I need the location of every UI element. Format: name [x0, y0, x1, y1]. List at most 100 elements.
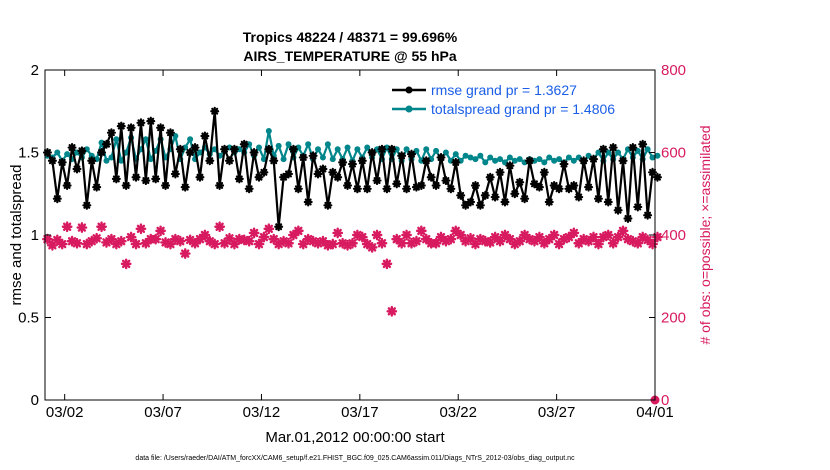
- rmse-point: [62, 181, 72, 190]
- rmse-point: [234, 174, 244, 184]
- rmse-point: [347, 159, 357, 169]
- rmse-point: [136, 118, 146, 128]
- totalspread-point: [280, 156, 287, 163]
- totalspread-point: [531, 157, 538, 164]
- rmse-point: [279, 172, 289, 182]
- rmse-point: [298, 152, 308, 162]
- obs-marker: [91, 232, 103, 244]
- obs-marker: [376, 237, 388, 249]
- obs-marker: [499, 229, 511, 241]
- rmse-point: [180, 182, 190, 192]
- rmse-point: [598, 144, 608, 154]
- rmse-point: [67, 143, 77, 153]
- obs-marker: [292, 225, 304, 237]
- obs-marker: [396, 237, 408, 249]
- rmse-point: [480, 190, 490, 200]
- rmse-point: [392, 179, 402, 189]
- totalspread-point: [595, 149, 602, 156]
- totalspread-point: [482, 159, 489, 166]
- rmse-point: [525, 156, 535, 166]
- totalspread-point: [615, 149, 622, 156]
- obs-marker: [356, 231, 368, 243]
- totalspread-point: [541, 159, 548, 166]
- totalspread-point: [393, 146, 400, 153]
- rmse-point: [475, 200, 485, 210]
- totalspread-point: [654, 152, 661, 159]
- rmse-point: [328, 167, 338, 177]
- x-tick-label: 03/27: [538, 404, 576, 421]
- totalspread-point: [556, 156, 563, 163]
- obs-marker: [199, 229, 211, 241]
- obs-marker: [602, 229, 614, 241]
- obs-marker: [327, 238, 339, 250]
- rmse-point: [603, 197, 613, 207]
- totalspread-point: [142, 136, 149, 143]
- obs-marker: [135, 223, 147, 235]
- y-tick-label: 2: [31, 62, 39, 79]
- rmse-point: [515, 177, 525, 187]
- obs-marker: [243, 235, 255, 247]
- obs-marker: [76, 222, 88, 233]
- obs-marker: [366, 241, 378, 253]
- rmse-point: [466, 197, 476, 207]
- rmse-point: [288, 144, 298, 154]
- rmse-point: [338, 157, 348, 167]
- totalspread-point: [147, 156, 154, 163]
- obs-marker: [209, 238, 221, 250]
- legend-box: [386, 76, 654, 118]
- totalspread-point: [265, 128, 272, 135]
- rmse-point: [82, 200, 92, 210]
- rmse-point: [333, 172, 343, 182]
- totalspread-point: [418, 157, 425, 164]
- obs-marker: [533, 231, 545, 243]
- totalspread-point: [570, 157, 577, 164]
- rmse-point: [151, 174, 161, 184]
- legend-swatch-marker: [405, 86, 413, 94]
- totalspread-point: [585, 152, 592, 159]
- rmse-point: [387, 144, 397, 154]
- x-tick-label: 03/02: [46, 404, 84, 421]
- obs-marker: [401, 229, 412, 241]
- rmse-point: [293, 184, 303, 194]
- obs-marker: [248, 227, 260, 239]
- rmse-point: [323, 200, 333, 210]
- totalspread-point: [118, 157, 125, 164]
- obs-marker: [583, 235, 594, 247]
- rmse-point: [382, 184, 392, 194]
- rmse-point: [259, 167, 269, 177]
- rmse-point: [210, 106, 220, 116]
- rmse-point: [402, 184, 412, 194]
- obs-marker: [411, 235, 422, 247]
- rmse-point: [441, 176, 451, 186]
- totalspread-point: [364, 144, 371, 151]
- obs-marker: [179, 248, 191, 259]
- obs-marker: [588, 231, 599, 243]
- totalspread-point: [329, 156, 336, 163]
- rmse-point: [146, 116, 156, 126]
- obs-marker: [430, 237, 442, 249]
- y2-tick-label: 0: [661, 392, 669, 409]
- totalspread-point: [334, 146, 341, 153]
- rmse-point: [638, 139, 648, 149]
- rmse-point: [579, 156, 589, 166]
- rmse-point: [628, 143, 638, 153]
- rmse-line: [46, 110, 659, 228]
- rmse-point: [284, 169, 294, 179]
- rmse-point: [131, 172, 141, 182]
- obs-marker: [258, 231, 270, 243]
- rmse-point: [367, 148, 377, 157]
- obs-marker: [46, 239, 58, 251]
- x-tick-label: 03/12: [243, 404, 281, 421]
- obs-marker: [150, 233, 162, 245]
- totalspread-point: [324, 141, 331, 148]
- rmse-point: [249, 148, 259, 157]
- y-tick-label: 1.5: [18, 145, 39, 162]
- totalspread-point: [103, 157, 110, 164]
- obs-marker: [174, 235, 186, 247]
- rmse-point: [52, 194, 62, 204]
- obs-marker: [96, 221, 107, 233]
- rmse-point: [559, 159, 569, 169]
- y2-tick-label: 400: [661, 227, 686, 244]
- totalspread-point: [413, 147, 420, 154]
